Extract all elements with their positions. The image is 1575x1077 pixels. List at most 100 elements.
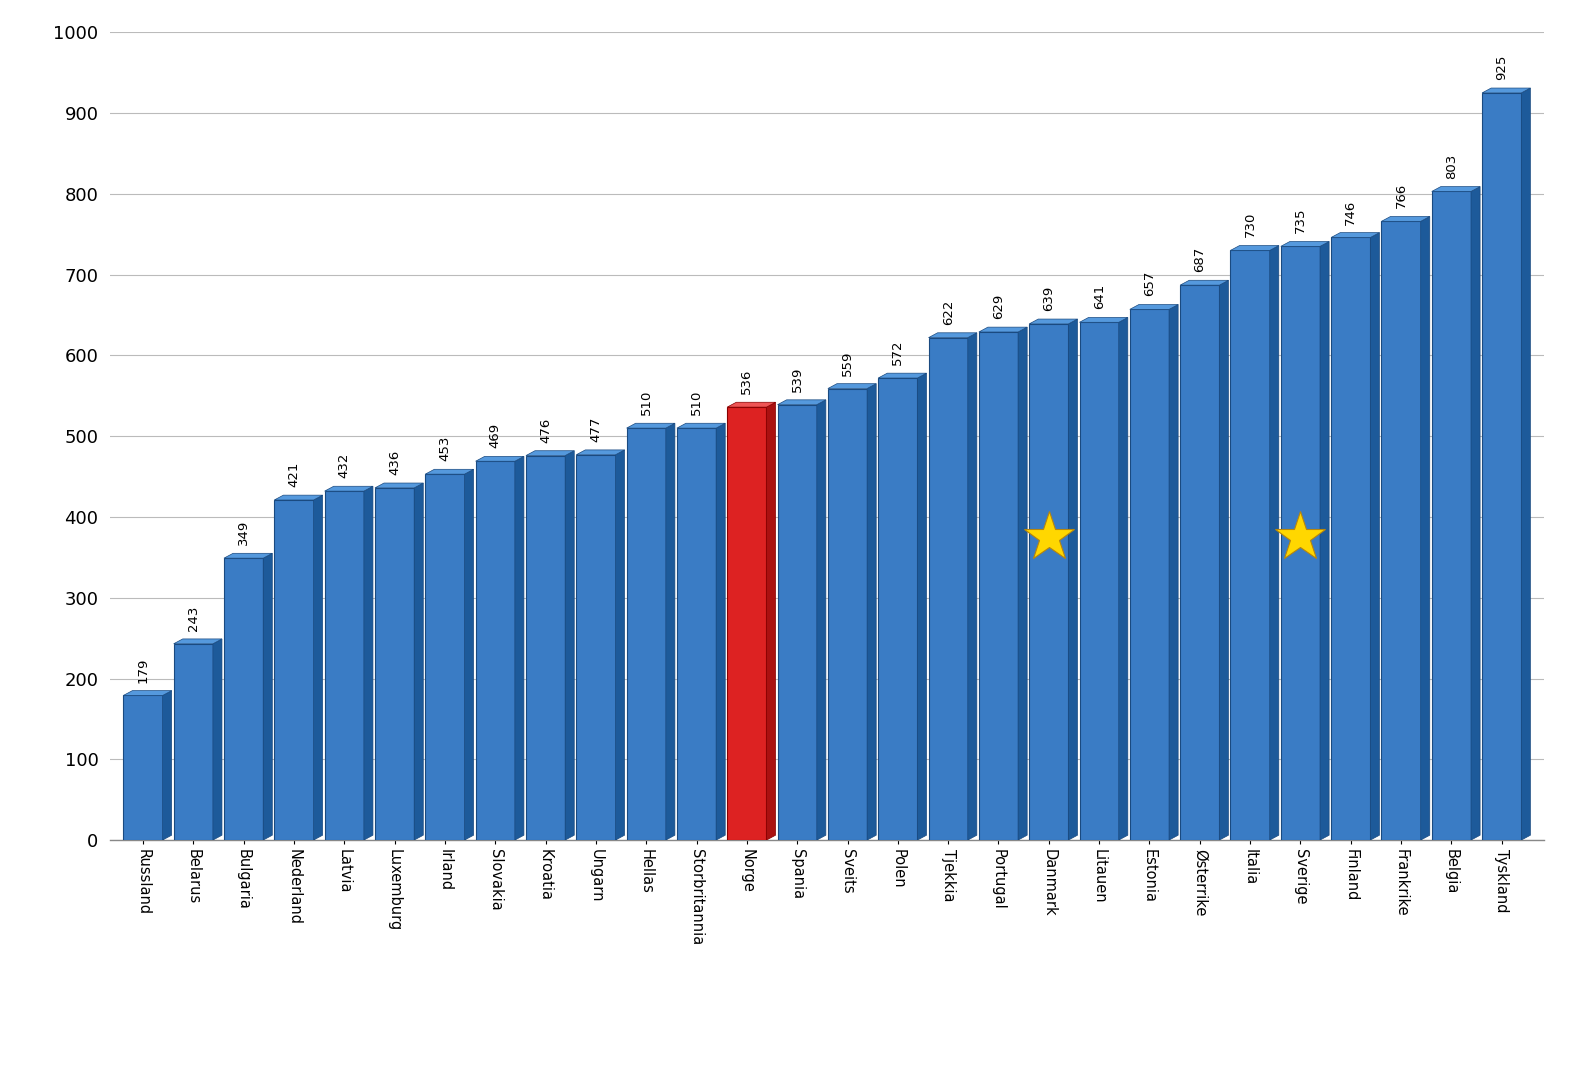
Polygon shape (1471, 186, 1480, 840)
Bar (929, 338, 967, 840)
Polygon shape (162, 690, 172, 840)
Text: 559: 559 (841, 350, 854, 376)
Polygon shape (1017, 327, 1027, 840)
Text: 803: 803 (1444, 153, 1458, 179)
Polygon shape (213, 639, 222, 840)
Text: 730: 730 (1244, 212, 1257, 238)
Polygon shape (1482, 88, 1531, 93)
Polygon shape (918, 373, 926, 840)
Polygon shape (375, 482, 424, 488)
Bar (1280, 247, 1320, 840)
Polygon shape (1129, 305, 1178, 309)
Text: 735: 735 (1295, 208, 1307, 234)
Bar (828, 389, 868, 840)
Text: 687: 687 (1194, 247, 1206, 272)
Polygon shape (1169, 305, 1178, 840)
Polygon shape (324, 487, 373, 491)
Text: 476: 476 (539, 418, 553, 443)
Text: 641: 641 (1093, 284, 1106, 309)
Polygon shape (967, 333, 976, 840)
Bar (1381, 222, 1421, 840)
Polygon shape (1331, 233, 1380, 238)
Text: 622: 622 (942, 299, 954, 325)
Polygon shape (1180, 280, 1228, 285)
Polygon shape (465, 470, 474, 840)
Polygon shape (817, 400, 825, 840)
Text: 510: 510 (690, 390, 702, 415)
Text: 925: 925 (1495, 55, 1509, 80)
Polygon shape (1521, 88, 1531, 840)
Polygon shape (313, 495, 323, 840)
Polygon shape (778, 400, 825, 405)
Bar (978, 332, 1017, 840)
Polygon shape (576, 450, 625, 454)
Text: 510: 510 (639, 390, 652, 415)
Bar (324, 491, 364, 840)
Polygon shape (1219, 280, 1228, 840)
Polygon shape (1269, 246, 1279, 840)
Polygon shape (1280, 241, 1329, 247)
Text: 746: 746 (1343, 199, 1358, 224)
Bar (123, 696, 162, 840)
Bar (425, 474, 465, 840)
Bar (728, 407, 767, 840)
Polygon shape (1320, 241, 1329, 840)
Polygon shape (364, 487, 373, 840)
Bar (1331, 238, 1370, 840)
Polygon shape (828, 383, 876, 389)
Text: 179: 179 (137, 657, 150, 683)
Polygon shape (978, 327, 1027, 332)
Polygon shape (173, 639, 222, 644)
Bar (476, 461, 515, 840)
Text: 639: 639 (1043, 285, 1055, 311)
Polygon shape (879, 373, 926, 378)
Text: 436: 436 (387, 450, 402, 475)
Bar (677, 428, 717, 840)
Polygon shape (1381, 216, 1430, 222)
Polygon shape (666, 423, 676, 840)
Bar (173, 644, 213, 840)
Bar (778, 405, 817, 840)
Text: 469: 469 (488, 423, 502, 448)
Polygon shape (728, 403, 775, 407)
Bar (1482, 93, 1521, 840)
Bar (375, 488, 414, 840)
Polygon shape (1068, 319, 1077, 840)
Polygon shape (515, 457, 524, 840)
Text: 453: 453 (438, 436, 452, 461)
Text: 766: 766 (1394, 183, 1408, 209)
Text: 536: 536 (740, 368, 753, 394)
Bar (1432, 192, 1471, 840)
Polygon shape (263, 554, 272, 840)
Polygon shape (526, 450, 575, 456)
Polygon shape (677, 423, 724, 428)
Polygon shape (1432, 186, 1480, 192)
Polygon shape (476, 457, 524, 461)
Text: 421: 421 (287, 462, 301, 487)
Polygon shape (425, 470, 474, 474)
Polygon shape (1421, 216, 1430, 840)
Text: 572: 572 (891, 339, 904, 365)
Polygon shape (616, 450, 625, 840)
Bar (1028, 324, 1068, 840)
Bar (274, 500, 313, 840)
Bar (1079, 322, 1118, 840)
Polygon shape (1028, 319, 1077, 324)
Bar (627, 428, 666, 840)
Polygon shape (1230, 246, 1279, 251)
Text: 243: 243 (187, 605, 200, 631)
Polygon shape (274, 495, 323, 500)
Polygon shape (929, 333, 976, 338)
Text: 349: 349 (238, 520, 250, 545)
Bar (576, 454, 616, 840)
Polygon shape (123, 690, 172, 696)
Polygon shape (1118, 318, 1128, 840)
Polygon shape (1370, 233, 1380, 840)
Bar (224, 558, 263, 840)
Bar (526, 456, 565, 840)
Polygon shape (627, 423, 676, 428)
Bar (1230, 251, 1269, 840)
Text: 432: 432 (337, 452, 351, 478)
Bar (1180, 285, 1219, 840)
Polygon shape (868, 383, 876, 840)
